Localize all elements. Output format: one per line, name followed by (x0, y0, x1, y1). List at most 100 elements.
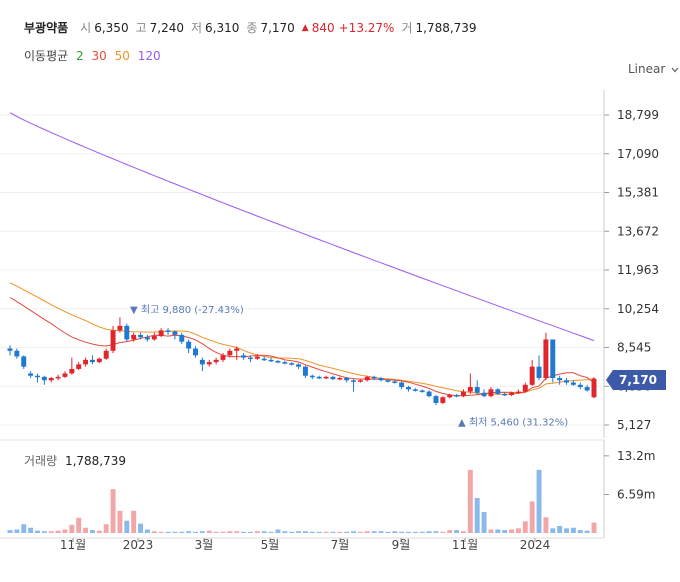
volume-bar (247, 531, 253, 533)
candle-body (330, 376, 336, 380)
candle-body (316, 376, 322, 379)
volume-bar (577, 530, 583, 533)
volume-bar (481, 511, 487, 533)
volume-bar (89, 530, 95, 533)
candle-body (522, 384, 528, 392)
volume-bar (41, 531, 47, 533)
candle-body (131, 334, 137, 340)
candle-body (124, 325, 130, 340)
volume-bar (296, 531, 302, 533)
volume-bar (584, 530, 590, 533)
candle-body (275, 360, 281, 363)
volume-bar (570, 527, 576, 533)
volume-bar (399, 531, 405, 533)
high-annotation: ▼ 최고 9,880 (-27.43%) (130, 304, 244, 316)
volume-bar (69, 524, 75, 533)
time-tick-label: 11월 (60, 538, 86, 552)
candle-body (234, 348, 240, 351)
candle-body (199, 359, 205, 365)
volume-bar (55, 530, 61, 533)
candle-body (433, 396, 439, 403)
candle-body (254, 356, 260, 359)
volume-bar (83, 527, 89, 533)
candle-body (474, 387, 480, 393)
volume-bar (412, 531, 418, 533)
candlesticks (7, 317, 597, 406)
ma-30[interactable]: 30 (91, 49, 107, 63)
annotations: ▼ 최고 9,880 (-27.43%) ▲ 최저 5,460 (31.32%) (130, 304, 568, 428)
volume-bar (7, 530, 13, 533)
candle-body (213, 359, 219, 363)
volume-bar (62, 529, 68, 533)
candle-body (227, 350, 233, 356)
volume-bar (564, 528, 569, 533)
time-tick-label: 5월 (261, 538, 280, 552)
chevron-down-icon (671, 67, 679, 73)
low-annotation: ▲ 최저 5,460 (31.32%) (458, 416, 568, 428)
volume-axis: 13.2m 6.59m (603, 440, 655, 538)
candle-body (241, 355, 247, 358)
volume-bar (316, 531, 322, 533)
volume-bar (186, 531, 192, 533)
volume-bar (28, 527, 34, 533)
volume-bar (515, 528, 521, 533)
volume-bar (96, 530, 102, 533)
candle-body (323, 376, 329, 379)
volume-bar (550, 528, 556, 533)
volume-bar (337, 531, 343, 533)
volume-bar (110, 489, 116, 533)
volume-bar (144, 529, 150, 533)
candle-body (7, 348, 13, 351)
volume-bar (289, 531, 295, 533)
stock-header: 부광약품 시 6,350 고 7,240 저 6,310 종 7,170 ▲ 8… (24, 19, 484, 36)
volume-bar (495, 529, 501, 533)
candle-body (117, 325, 123, 331)
current-price-tag: 7,170 (606, 370, 666, 390)
volume-bar (522, 521, 528, 533)
candle-body (557, 377, 563, 381)
ma-120[interactable]: 120 (137, 49, 161, 63)
candle-body (179, 334, 185, 342)
volume-bar (364, 531, 370, 533)
volume-bar (419, 531, 425, 533)
candle-body (364, 376, 370, 381)
scale-selector[interactable]: Linear (628, 62, 679, 76)
time-tick-label: 2024 (520, 538, 551, 552)
volume-label: 거 (401, 21, 413, 35)
volume-bar (454, 530, 460, 533)
candle-body (172, 331, 178, 335)
volume-bar (433, 531, 439, 533)
time-tick-label: 11월 (452, 538, 478, 552)
candle-body (247, 357, 253, 360)
candle-body (89, 359, 95, 363)
time-axis: 11월 2023 3월 5월 7월 9월 11월 2024 (0, 537, 604, 552)
low-label: 저 (190, 21, 203, 35)
candle-body (110, 330, 116, 351)
moving-average-legend[interactable]: 이동평균 2 30 50 120 (24, 47, 165, 64)
volume-bar (227, 531, 233, 533)
candle-body (426, 391, 432, 397)
ma-2[interactable]: 2 (76, 49, 84, 63)
candle-body (138, 334, 144, 338)
price-tick-label: 11,963 (617, 263, 659, 277)
candle-body (460, 391, 466, 397)
stock-name: 부광약품 (24, 21, 69, 35)
candle-body (28, 373, 34, 376)
candle-body (399, 382, 405, 388)
high-label: 고 (135, 21, 147, 35)
volume-bar (467, 469, 473, 533)
price-tick-label: 10,254 (617, 302, 659, 316)
scale-label: Linear (628, 62, 666, 76)
candle-body (406, 387, 411, 390)
volume-bar (406, 531, 411, 533)
candle-body (55, 376, 61, 379)
candle-body (14, 350, 20, 357)
candle-body (515, 391, 521, 394)
volume-bar (392, 531, 398, 533)
ma-50[interactable]: 50 (114, 49, 130, 63)
candle-body (385, 380, 391, 382)
volume-bar (302, 531, 308, 533)
candle-body (584, 387, 590, 391)
candle-body (536, 366, 542, 378)
